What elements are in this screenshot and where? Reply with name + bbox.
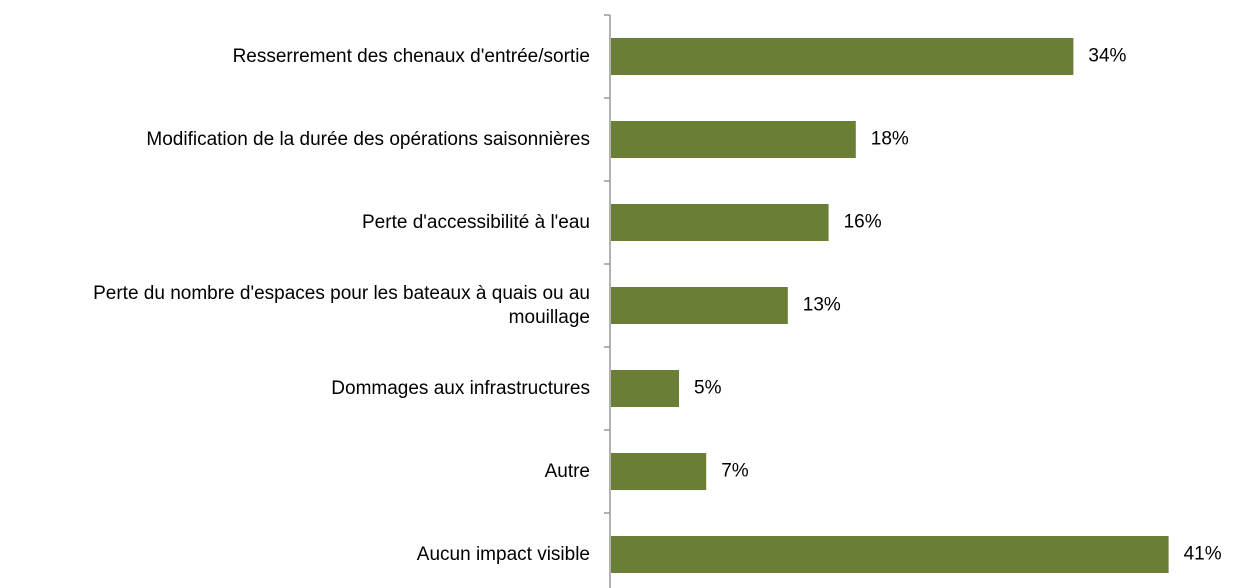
bar	[611, 536, 1169, 573]
value-label: 13%	[803, 295, 841, 316]
bar	[611, 370, 679, 407]
category-label: Autre	[544, 460, 590, 482]
value-label: 18%	[871, 129, 909, 150]
category-label: Resserrement des chenaux d'entrée/sortie	[232, 45, 590, 67]
category-label: Perte d'accessibilité à l'eau	[362, 211, 590, 233]
value-label: 7%	[721, 461, 749, 482]
value-label: 41%	[1184, 544, 1222, 565]
value-label: 16%	[844, 212, 882, 233]
category-label: Dommages aux infrastructures	[331, 377, 590, 399]
bar	[611, 287, 788, 324]
category-label: Perte du nombre d'espaces pour les batea…	[93, 282, 590, 328]
category-label: Modification de la durée des opérations …	[146, 128, 590, 150]
value-label: 34%	[1088, 46, 1126, 67]
bar	[611, 121, 856, 158]
bar	[611, 453, 707, 490]
bar	[611, 204, 829, 241]
category-label: Aucun impact visible	[416, 543, 590, 565]
bar	[611, 38, 1074, 75]
value-label: 5%	[694, 378, 722, 399]
